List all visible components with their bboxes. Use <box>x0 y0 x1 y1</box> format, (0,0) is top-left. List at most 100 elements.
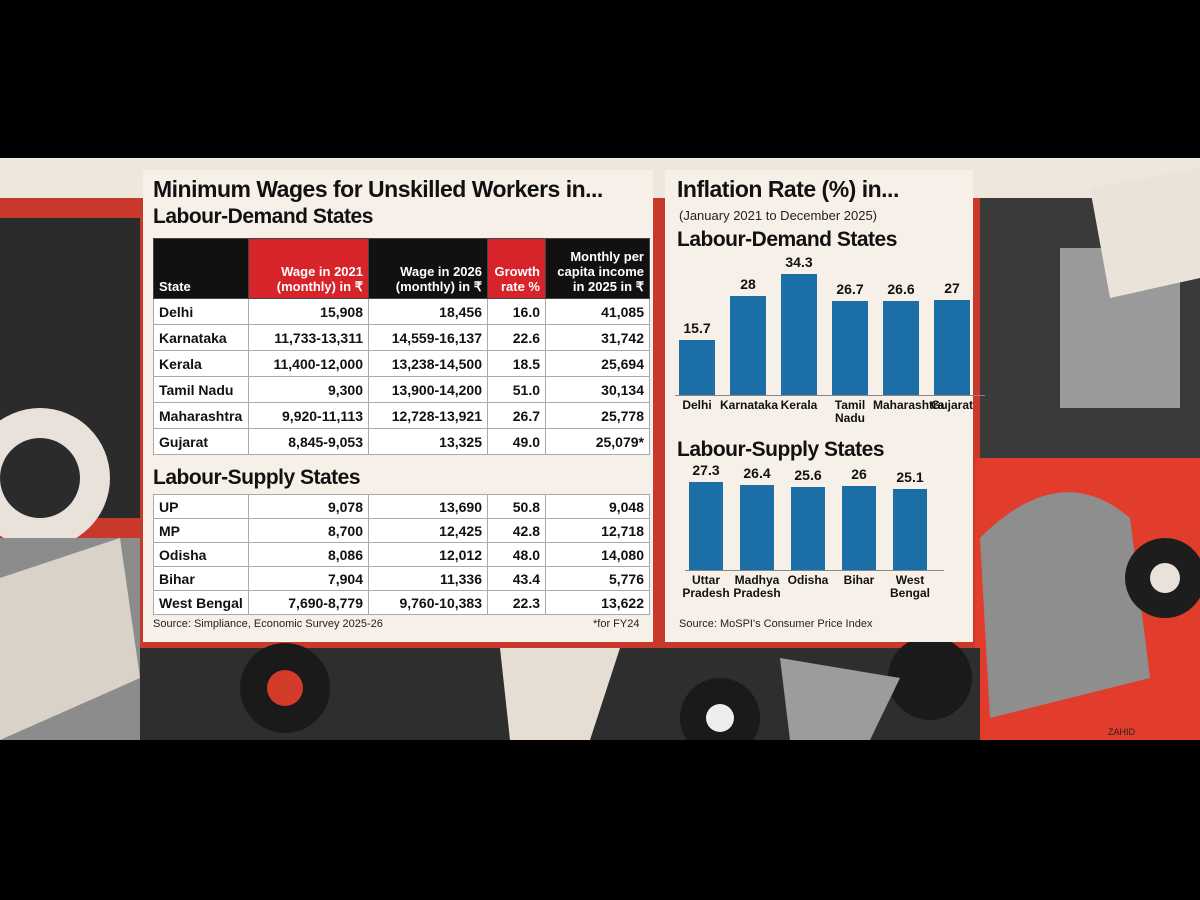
bar <box>679 339 715 395</box>
table-cell: 43.4 <box>487 566 546 591</box>
value-label: 27.3 <box>692 462 720 478</box>
table-cell: West Bengal <box>153 590 249 615</box>
table-cell: 7,690-8,779 <box>248 590 369 615</box>
table-cell: 41,085 <box>545 298 650 325</box>
baseline <box>675 395 985 396</box>
inflation-source: Source: MoSPI's Consumer Price Index <box>679 618 873 630</box>
table-row: West Bengal 7,690-8,779 9,760-10,383 22.3 13… <box>153 590 650 615</box>
table-cell: 14,080 <box>545 542 650 567</box>
table-cell: 12,425 <box>368 518 488 543</box>
table-cell: 13,690 <box>368 494 488 519</box>
table-cell: MP <box>153 518 249 543</box>
table-cell: 14,559-16,137 <box>368 324 488 351</box>
bar <box>832 300 868 395</box>
value-label: 26.6 <box>887 281 915 298</box>
table-cell: 18.5 <box>487 350 546 377</box>
category-label: Uttar Pradesh <box>682 573 730 600</box>
table-cell: 18,456 <box>368 298 488 325</box>
category-label: Odisha <box>787 573 829 587</box>
table-cell: Bihar <box>153 566 249 591</box>
table-row: MP 8,700 12,425 42.8 12,718 <box>153 518 650 543</box>
inflation-title: Inflation Rate (%) in... <box>677 176 899 202</box>
table-row: Delhi 15,908 18,456 16.0 41,085 <box>153 298 650 325</box>
category-label: Delhi <box>682 398 712 412</box>
table-cell: 25,079* <box>545 428 650 455</box>
table-cell: 51.0 <box>487 376 546 403</box>
column-header: State <box>153 238 249 299</box>
table-cell: 9,048 <box>545 494 650 519</box>
value-label: 25.6 <box>794 467 822 484</box>
bar <box>842 486 876 570</box>
table-cell: 15,908 <box>248 298 369 325</box>
table-cell: 8,845-9,053 <box>248 428 369 455</box>
table-row: Maharashtra 9,920-11,113 12,728-13,921 26.7… <box>153 402 650 429</box>
category-label: Bihar <box>843 573 875 587</box>
table-cell: 25,694 <box>545 350 650 377</box>
header-row: State Wage in 2021 (monthly) in ₹ Wage in … <box>153 238 650 299</box>
column-header: Monthly per capita income in 2025 in ₹ <box>545 238 650 299</box>
inflation-panel: Inflation Rate (%) in... (January 2021 t… <box>665 170 985 642</box>
table-cell: Odisha <box>153 542 249 567</box>
table-row: Bihar 7,904 11,336 43.4 5,776 <box>153 566 650 591</box>
table-cell: 26.7 <box>487 402 546 429</box>
table-cell: Delhi <box>153 298 249 325</box>
value-label: 26.7 <box>836 280 864 297</box>
table-row: Gujarat 8,845-9,053 13,325 49.0 25,079* <box>153 428 650 455</box>
table-row: Karnataka 11,733-13,311 14,559-16,137 22.6 3… <box>153 324 650 351</box>
table-subtitle: Labour-Demand States <box>153 205 373 228</box>
table-cell: 30,134 <box>545 376 650 403</box>
bar-chart: Labour-Demand States 15.7 Delhi 28 Karnataka… <box>665 170 985 642</box>
table-cell: 9,078 <box>248 494 369 519</box>
credit: ZAHID <box>1108 727 1135 737</box>
table-cell: 12,728-13,921 <box>368 402 488 429</box>
table-cell: Kerala <box>153 350 249 377</box>
table-section: Labour-Supply States <box>153 466 361 489</box>
table-cell: 7,904 <box>248 566 369 591</box>
table-cell: 25,778 <box>545 402 650 429</box>
table-cell: 11,733-13,311 <box>248 324 369 351</box>
table-cell: 9,300 <box>248 376 369 403</box>
wages-panel: Minimum Wages for Unskilled Workers in..… <box>143 170 653 642</box>
bar <box>689 482 723 570</box>
column-header: Wage in 2026 (monthly) in ₹ <box>368 238 488 299</box>
supply-table: UP 9,078 13,690 50.8 9,048 MP 8,700 12,425 42.8 1… <box>153 494 650 615</box>
table-row: Tamil Nadu 9,300 13,900-14,200 51.0 30,134 <box>153 376 650 403</box>
chart-title: Labour-Demand States <box>677 228 897 251</box>
table-cell: 13,900-14,200 <box>368 376 488 403</box>
bar <box>740 484 774 570</box>
bar <box>893 489 927 570</box>
value-label: 26.4 <box>743 464 771 481</box>
table-cell: 11,336 <box>368 566 488 591</box>
table-cell: 11,400-12,000 <box>248 350 369 377</box>
table-cell: Maharashtra <box>153 402 249 429</box>
value-label: 25.1 <box>896 469 924 486</box>
table-cell: 8,086 <box>248 542 369 567</box>
table-cell: 22.6 <box>487 324 546 351</box>
column-header: Wage in 2021 (monthly) in ₹ <box>248 238 369 299</box>
table-cell: 8,700 <box>248 518 369 543</box>
table-cell: 31,742 <box>545 324 650 351</box>
table-note: *for FY24 <box>593 618 640 630</box>
table-source: Source: Simpliance, Economic Survey 2025… <box>153 618 383 630</box>
category-label: Karnataka <box>720 398 779 412</box>
value-label: 26 <box>851 466 867 483</box>
value-label: 34.3 <box>785 254 813 270</box>
value-label: 15.7 <box>683 319 711 336</box>
bar <box>791 487 825 570</box>
bar <box>781 274 817 395</box>
table-cell: 50.8 <box>487 494 546 519</box>
table-cell: 49.0 <box>487 428 546 455</box>
category-label: Maharashtra <box>873 398 945 412</box>
table-row: UP 9,078 13,690 50.8 9,048 <box>153 494 650 519</box>
value-label: 27 <box>944 279 960 296</box>
table-row: Kerala 11,400-12,000 13,238-14,500 18.5 25,6… <box>153 350 650 377</box>
table-cell: Tamil Nadu <box>153 376 249 403</box>
table-title: Minimum Wages for Unskilled Workers in..… <box>153 176 603 202</box>
table-row: Odisha 8,086 12,012 48.0 14,080 <box>153 542 650 567</box>
column-header: Growth rate % <box>487 238 546 299</box>
category-label: Gujarat <box>930 398 973 412</box>
table-cell: Gujarat <box>153 428 249 455</box>
table-cell: 22.3 <box>487 590 546 615</box>
table-cell: 42.8 <box>487 518 546 543</box>
category-label: Tamil Nadu <box>834 398 866 425</box>
